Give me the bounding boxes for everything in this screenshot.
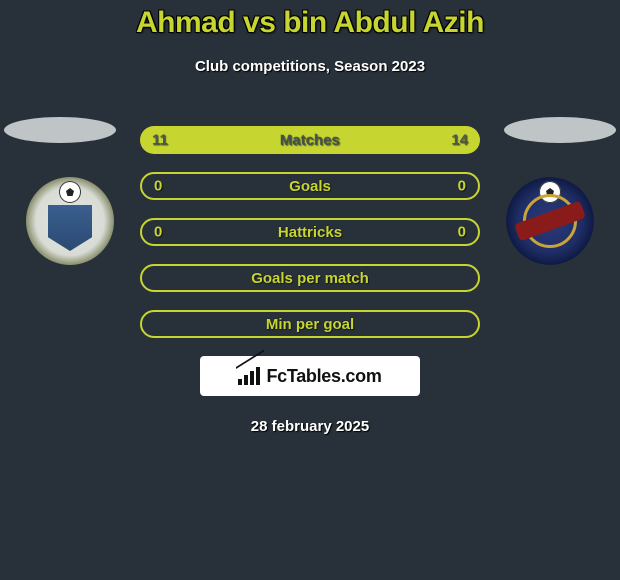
stat-label: Goals per match xyxy=(251,270,369,287)
player-left-platform xyxy=(4,117,116,143)
stats-area: 11 Matches 14 0 Goals 0 0 Hattricks 0 Go… xyxy=(0,117,620,435)
stat-row-min-per-goal: Min per goal xyxy=(140,310,480,338)
stat-left-value: 0 xyxy=(154,224,162,241)
shield-icon xyxy=(48,205,92,251)
stat-row-goals: 0 Goals 0 xyxy=(140,172,480,200)
stat-label: Matches xyxy=(280,132,340,149)
stat-right-value: 0 xyxy=(458,224,466,241)
stat-left-value: 0 xyxy=(154,178,162,195)
date-label: 28 february 2025 xyxy=(0,418,620,435)
player-right-platform xyxy=(504,117,616,143)
stat-label: Goals xyxy=(289,178,331,195)
bar-chart-icon xyxy=(238,365,264,387)
club-badge-left xyxy=(26,177,114,265)
stat-label: Hattricks xyxy=(278,224,342,241)
stat-right-value: 0 xyxy=(458,178,466,195)
stat-right-value: 14 xyxy=(451,132,468,149)
stat-label: Min per goal xyxy=(266,316,354,333)
stat-row-hattricks: 0 Hattricks 0 xyxy=(140,218,480,246)
soccer-ball-icon xyxy=(59,181,81,203)
subtitle: Club competitions, Season 2023 xyxy=(0,58,620,75)
stat-left-value: 11 xyxy=(152,132,168,149)
comparison-card: Ahmad vs bin Abdul Azih Club competition… xyxy=(0,0,620,435)
source-logo: FcTables.com xyxy=(200,356,420,396)
logo-text: FcTables.com xyxy=(266,366,381,387)
stat-row-matches: 11 Matches 14 xyxy=(140,126,480,154)
stat-row-goals-per-match: Goals per match xyxy=(140,264,480,292)
club-badge-right xyxy=(506,177,594,265)
page-title: Ahmad vs bin Abdul Azih xyxy=(0,0,620,40)
stat-rows: 11 Matches 14 0 Goals 0 0 Hattricks 0 Go… xyxy=(140,117,480,338)
